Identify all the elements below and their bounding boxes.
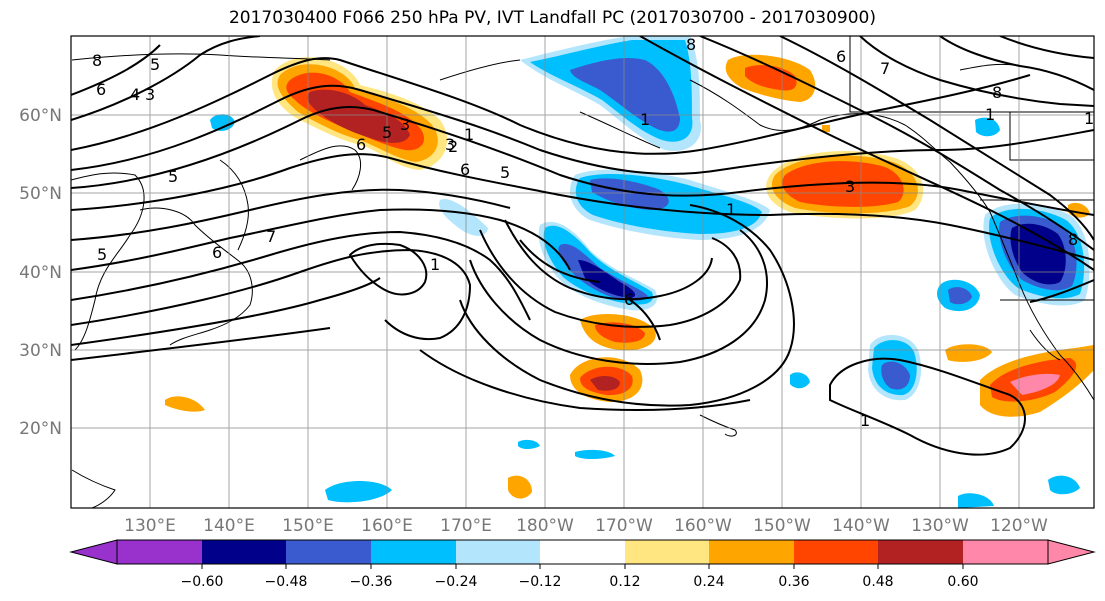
contour-label: 5 — [168, 167, 178, 186]
colorbar-label: −0.36 — [350, 574, 393, 590]
colorbar-label: −0.24 — [435, 574, 478, 590]
contour-label: 3 — [145, 85, 155, 104]
contour-label: 8 — [1068, 230, 1078, 249]
contour-label: 6 — [96, 80, 106, 99]
lon-label: 120°W — [990, 516, 1048, 536]
lon-label: 160°E — [361, 516, 413, 536]
lon-label: 130°E — [124, 516, 176, 536]
contour-label: 7 — [266, 227, 276, 246]
pv-contours — [71, 36, 1094, 456]
colorbar-extend-high — [1047, 539, 1096, 565]
contour-label: 1 — [430, 255, 440, 274]
colorbar-bin — [286, 540, 371, 564]
contour-labels: 8 5 6 4 3 5 1 7 6 3 1 5 6 1 6 5 3 2 8 6 … — [92, 35, 1094, 430]
coastlines — [71, 36, 1094, 508]
colorbar: −0.60 −0.48 −0.36 −0.24 −0.12 0.12 0.24 … — [69, 539, 1096, 590]
colorbar-label: 0.24 — [693, 574, 724, 590]
lon-label: 180°W — [516, 516, 574, 536]
contour-label: 6 — [356, 135, 366, 154]
contour-label: 3 — [845, 177, 855, 196]
contour-label: 4 — [130, 85, 140, 104]
contour-label: 6 — [836, 47, 846, 66]
contour-label: 1 — [640, 110, 650, 129]
lon-label: 140°W — [832, 516, 890, 536]
contour-label: 3 — [445, 135, 455, 154]
contour-label: 1 — [1084, 109, 1094, 128]
contour-label: 8 — [992, 83, 1002, 102]
map-layers — [71, 36, 1094, 508]
contour-label: 5 — [97, 245, 107, 264]
contour-label: 5 — [150, 55, 160, 74]
colorbar-label: 0.12 — [609, 574, 640, 590]
map-title: 2017030400 F066 250 hPa PV, IVT Landfall… — [228, 8, 876, 28]
colorbar-bin — [963, 540, 1048, 564]
contour-label: 6 — [624, 290, 634, 309]
lat-label-40n: 40°N — [19, 263, 62, 283]
contour-label: 1 — [985, 105, 995, 124]
colorbar-bin — [202, 540, 286, 564]
lon-label: 170°W — [595, 516, 653, 536]
colorbar-extend-low — [69, 539, 118, 565]
contour-label: 6 — [212, 243, 222, 262]
lat-label-50n: 50°N — [19, 184, 62, 204]
contour-label: 1 — [860, 411, 870, 430]
colorbar-bin — [625, 540, 709, 564]
contour-label: 8 — [686, 35, 696, 54]
colorbar-bin — [878, 540, 963, 564]
lon-label: 150°E — [282, 516, 334, 536]
lat-label-60n: 60°N — [19, 106, 62, 126]
contour-label: 8 — [92, 51, 102, 70]
colorbar-label: 0.48 — [862, 574, 893, 590]
colorbar-bin — [540, 540, 625, 564]
colorbar-bin — [371, 540, 456, 564]
colorbar-label: 0.60 — [947, 574, 978, 590]
colorbar-label: −0.60 — [181, 574, 224, 590]
lon-label: 160°W — [674, 516, 732, 536]
colorbar-bin — [117, 540, 202, 564]
colorbar-bin — [456, 540, 540, 564]
colorbar-label: −0.48 — [265, 574, 308, 590]
pv-anomaly-shading — [165, 36, 1094, 508]
contour-label: 2 — [448, 137, 458, 156]
lat-label-30n: 30°N — [19, 341, 62, 361]
colorbar-bin — [794, 540, 878, 564]
colorbar-label: 0.36 — [778, 574, 809, 590]
latitude-labels: 60°N 50°N 40°N 30°N 20°N — [19, 106, 62, 439]
longitude-labels: 130°E 140°E 150°E 160°E 170°E 180°W 170°… — [124, 516, 1048, 536]
lon-label: 150°W — [753, 516, 811, 536]
contour-label: 1 — [464, 125, 474, 144]
colorbar-label: −0.12 — [519, 574, 562, 590]
lon-label: 140°E — [203, 516, 255, 536]
map-frame — [70, 35, 1095, 509]
colorbar-ticks — [201, 564, 964, 569]
lon-label: 170°E — [440, 516, 492, 536]
contour-label: 5 — [382, 123, 392, 142]
contour-label: 3 — [400, 115, 410, 134]
contour-label: 1 — [726, 200, 736, 219]
contour-label: 7 — [880, 59, 890, 78]
lat-label-20n: 20°N — [19, 419, 62, 439]
contour-label: 6 — [460, 160, 470, 179]
lon-label: 130°W — [911, 516, 969, 536]
colorbar-outline — [116, 539, 1049, 565]
colorbar-bin — [709, 540, 794, 564]
contour-label: 5 — [500, 163, 510, 182]
